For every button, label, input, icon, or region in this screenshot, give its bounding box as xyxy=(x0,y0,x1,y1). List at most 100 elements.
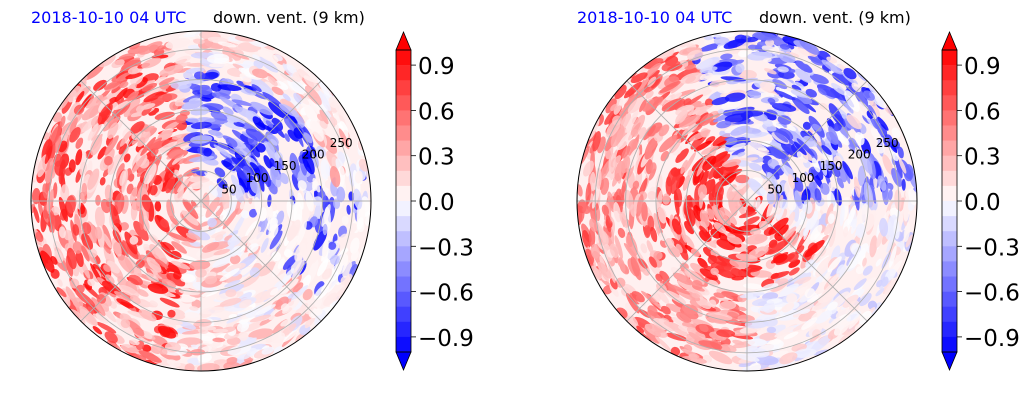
field-cell xyxy=(215,202,224,217)
chart-title-time: 2018-10-10 04 UTC xyxy=(577,8,733,27)
field-cell xyxy=(766,326,777,334)
field-cell xyxy=(251,84,262,93)
field-cell xyxy=(113,100,131,110)
field-cell xyxy=(66,247,77,270)
field-cell xyxy=(72,224,80,236)
field-cell xyxy=(188,176,210,183)
field-cell xyxy=(111,237,122,257)
field-cell xyxy=(589,171,596,192)
field-cell xyxy=(252,54,261,61)
field-cell xyxy=(140,136,156,156)
field-cell xyxy=(291,173,300,191)
field-cell xyxy=(114,291,131,302)
field-cell xyxy=(281,99,295,111)
field-cell xyxy=(119,284,140,298)
field-cell xyxy=(104,156,113,166)
field-cell xyxy=(146,257,162,273)
field-cell xyxy=(180,273,196,283)
field-cell xyxy=(645,90,654,99)
colorbar-extend-min xyxy=(941,351,958,372)
field-cell xyxy=(147,139,170,151)
colorbar-segment xyxy=(396,201,411,217)
field-cell xyxy=(121,59,142,72)
field-cell xyxy=(138,350,162,363)
field-cell xyxy=(287,129,300,142)
field-cell xyxy=(130,200,138,221)
field-cell xyxy=(125,72,143,80)
field-cell xyxy=(80,192,85,203)
field-cell xyxy=(274,80,289,90)
field-cell xyxy=(292,71,303,82)
chart-title-time: 2018-10-10 04 UTC xyxy=(31,8,187,27)
field-cell xyxy=(353,188,363,210)
field-cell xyxy=(227,344,252,356)
field-cell xyxy=(276,210,285,225)
colorbar-segment xyxy=(396,261,411,277)
field-cell xyxy=(228,186,236,196)
field-cell xyxy=(318,90,331,112)
field-cell xyxy=(33,206,40,224)
field-cell xyxy=(151,335,168,346)
colorbar-segment xyxy=(396,246,411,262)
field-cell xyxy=(357,217,364,230)
field-cell xyxy=(79,305,95,323)
colorbar-segment xyxy=(396,140,411,156)
field-cell xyxy=(56,287,67,298)
field-cell xyxy=(250,179,260,194)
field-cell xyxy=(111,59,125,69)
field-cell xyxy=(66,195,76,214)
field-cell xyxy=(115,72,132,82)
field-cell xyxy=(40,250,55,273)
field-cell xyxy=(294,243,307,262)
radial-tick-label: 200 xyxy=(848,148,871,162)
field-cell xyxy=(222,208,239,230)
colorbar-segment xyxy=(942,336,957,353)
field-cell xyxy=(198,117,216,123)
field-cell xyxy=(107,154,121,175)
colorbar-segment xyxy=(942,80,957,96)
field-cell xyxy=(609,283,619,297)
field-cell xyxy=(665,332,688,342)
field-cell xyxy=(766,201,774,220)
colorbar-tick-label: −0.9 xyxy=(964,326,1020,352)
field-cell xyxy=(257,165,272,188)
field-cell xyxy=(312,177,321,193)
field-cell xyxy=(646,240,654,254)
field-cell xyxy=(242,320,266,332)
field-cell xyxy=(83,63,105,81)
field-cell xyxy=(684,221,695,235)
field-cell xyxy=(175,55,191,64)
field-cell xyxy=(141,57,162,69)
field-cell xyxy=(92,313,106,322)
field-cell xyxy=(211,92,231,100)
colorbar-tick-label: 0.0 xyxy=(964,190,1001,216)
field-cell xyxy=(655,288,670,305)
field-cell xyxy=(104,135,119,156)
colorbar-segment xyxy=(942,50,957,66)
field-cell xyxy=(128,274,143,286)
azimuth-line xyxy=(80,200,202,322)
radial-tick-label: 100 xyxy=(792,171,815,185)
field-cell xyxy=(239,299,252,309)
field-cell xyxy=(75,149,83,166)
field-cell xyxy=(87,168,100,190)
field-cell xyxy=(319,109,329,125)
field-cell xyxy=(314,310,326,326)
field-cell xyxy=(304,107,318,122)
field-cell xyxy=(141,194,153,213)
colorbar: 0.9 0.6 0.3 0.0 −0.3 −0.6 −0.9 xyxy=(395,30,474,372)
field-cell xyxy=(154,258,169,269)
azimuth-line xyxy=(200,200,322,322)
field-cell xyxy=(212,328,229,333)
colorbar-segment xyxy=(942,246,957,262)
field-cell xyxy=(207,36,228,44)
field-cell xyxy=(221,160,236,172)
field-cell xyxy=(90,134,103,156)
field-cell xyxy=(675,148,689,163)
field-cell xyxy=(52,112,63,123)
radial-tick-label: 250 xyxy=(876,136,899,150)
radial-tick-label: 250 xyxy=(330,136,353,150)
field-cell xyxy=(816,84,841,99)
field-cell xyxy=(788,259,801,268)
field-cell xyxy=(263,141,275,155)
